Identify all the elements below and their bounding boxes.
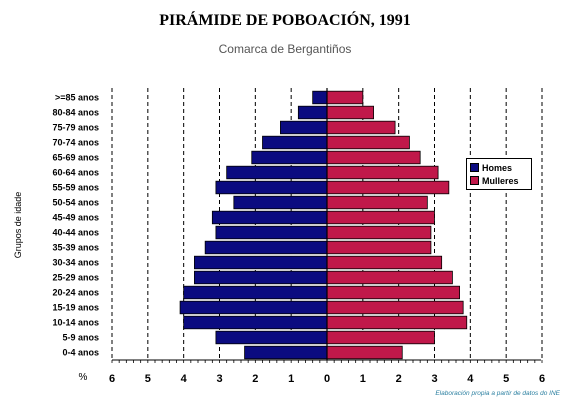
legend-swatch-homes [470,163,479,172]
legend-swatch-mulleres [470,176,479,185]
bar-mulleres [326,240,432,255]
bar-homes [194,255,328,270]
category-label: 45-49 anos [52,213,99,223]
x-tick-label: 5 [503,373,509,385]
bar-mulleres [326,165,439,180]
x-tick-label: 5 [145,373,151,385]
category-label: 55-59 anos [52,183,99,193]
category-label: 15-19 anos [52,303,99,313]
bar-homes [183,285,328,300]
category-label: 75-79 anos [52,123,99,133]
category-label: >=85 anos [55,93,99,103]
chart-subtitle: Comarca de Bergantiños [218,42,352,56]
category-label: 80-84 anos [52,108,99,118]
x-tick-label: 3 [216,373,222,385]
bar-mulleres [326,210,435,225]
x-tick-label: 3 [431,373,437,385]
bar-mulleres [326,315,468,330]
bar-mulleres [326,135,410,150]
category-label: 10-14 anos [52,318,99,328]
bar-homes [215,180,328,195]
bar-mulleres [326,285,460,300]
bar-mulleres [326,180,450,195]
category-label: 20-24 anos [52,288,99,298]
x-tick-label: 4 [181,373,188,385]
bar-homes [179,300,328,315]
bar-mulleres [326,120,396,135]
category-label: 70-74 anos [52,138,99,148]
x-tick-label: 6 [109,373,115,385]
category-label: 5-9 anos [62,333,99,343]
bar-mulleres [326,90,364,105]
bar-mulleres [326,300,464,315]
legend-label-homes: Homes [482,162,513,173]
bar-homes [244,345,328,360]
x-unit-label: % [79,372,88,383]
bar-homes [215,225,328,240]
bar-mulleres [326,345,403,360]
bar-homes [215,330,328,345]
x-tick-label: 0 [324,373,330,385]
x-tick-label: 6 [539,373,545,385]
bar-mulleres [326,195,428,210]
bar-homes [211,210,328,225]
bar-homes [226,165,328,180]
x-tick-label: 4 [467,373,474,385]
bar-mulleres [326,225,432,240]
x-tick-label: 1 [360,373,366,385]
category-label: 35-39 anos [52,243,99,253]
category-label: 50-54 anos [52,198,99,208]
bar-homes [280,120,328,135]
bar-mulleres [326,105,374,120]
bar-homes [194,270,328,285]
category-label: 30-34 anos [52,258,99,268]
category-label: 0-4 anos [62,348,99,358]
bar-mulleres [326,270,453,285]
bar-homes [262,135,328,150]
bar-mulleres [326,150,421,165]
source-note: Elaboración propia a partir de datos do … [435,390,560,397]
bar-mulleres [326,255,443,270]
legend-label-mulleres: Mulleres [482,175,519,186]
chart-title: PIRÁMIDE DE POBOACIÓN, 1991 [159,12,411,29]
bar-homes [204,240,328,255]
bar-mulleres [326,330,435,345]
chart-legend: Homes Mulleres [466,158,532,190]
category-label: 40-44 anos [52,228,99,238]
x-tick-label: 1 [288,373,294,385]
x-tick-label: 2 [252,373,258,385]
category-label: 65-69 anos [52,153,99,163]
bar-homes [183,315,328,330]
bar-homes [233,195,328,210]
bar-homes [297,105,328,120]
bar-homes [251,150,328,165]
category-label: 60-64 anos [52,168,99,178]
legend-item-mulleres: Mulleres [470,174,528,187]
legend-item-homes: Homes [470,161,528,174]
x-tick-label: 2 [396,373,402,385]
category-label: 25-29 anos [52,273,99,283]
bar-homes [312,90,328,105]
